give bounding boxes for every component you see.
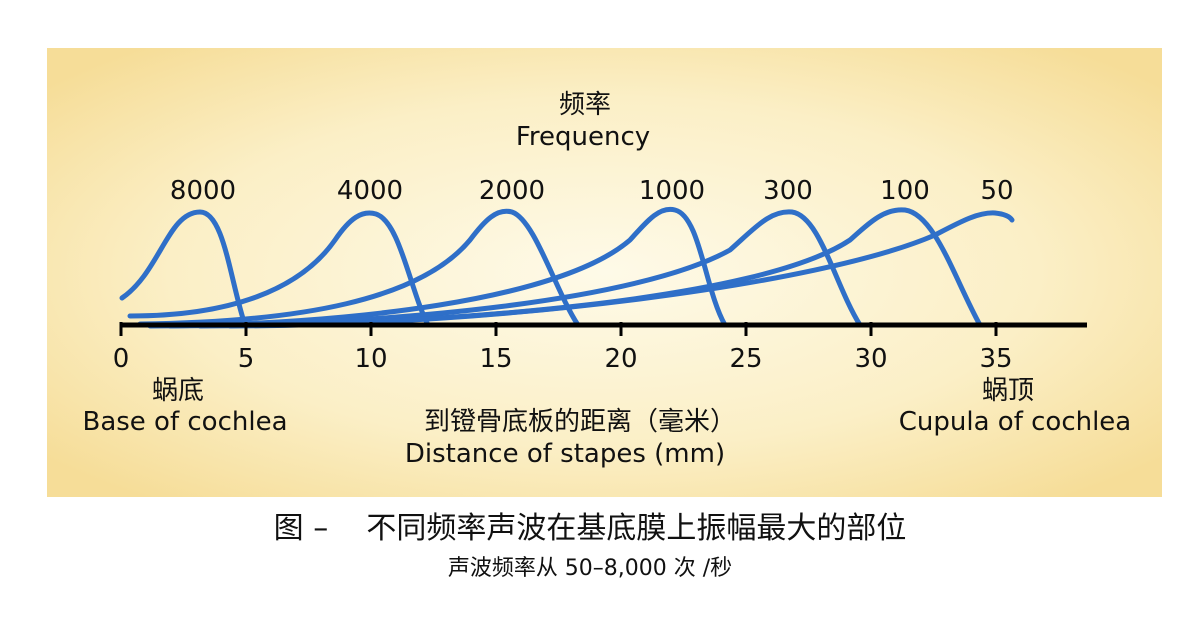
- title-en: Frequency: [516, 122, 650, 152]
- curves: [119, 206, 1015, 329]
- curve: [119, 209, 248, 328]
- curve: [167, 209, 863, 329]
- tick-label: 35: [979, 344, 1012, 374]
- left-label-zh: 蜗底: [152, 376, 204, 406]
- curve-label: 100: [880, 176, 930, 206]
- tick-label: 10: [354, 344, 387, 374]
- axis-title-zh: 到镫骨底板的距离（毫米）: [424, 407, 736, 437]
- curve-label: 50: [980, 176, 1013, 206]
- tick-label: 20: [604, 344, 637, 374]
- right-label-en: Cupula of cochlea: [899, 407, 1132, 437]
- tick-label: 0: [113, 344, 130, 374]
- curve-label: 4000: [337, 176, 403, 206]
- curve: [227, 210, 1015, 329]
- right-label-zh: 蜗顶: [982, 376, 1034, 406]
- left-label-en: Base of cochlea: [82, 407, 287, 437]
- curve-label: 1000: [639, 176, 705, 206]
- curve: [147, 206, 728, 329]
- tick-label: 30: [854, 344, 887, 374]
- curve-label: 8000: [170, 176, 236, 206]
- axis-title-en: Distance of stapes (mm): [405, 439, 725, 469]
- curve-label: 300: [763, 176, 813, 206]
- caption-subtitle: 声波频率从 50–8,000 次 /秒: [448, 556, 732, 581]
- title-zh: 频率: [559, 90, 611, 120]
- caption-title: 图 – 不同频率声波在基底膜上振幅最大的部位: [274, 511, 907, 546]
- tick-label: 25: [729, 344, 762, 374]
- curve: [127, 210, 431, 328]
- tick-label: 5: [238, 344, 255, 374]
- curve: [137, 208, 581, 328]
- curve-label: 2000: [479, 176, 545, 206]
- tick-label: 15: [479, 344, 512, 374]
